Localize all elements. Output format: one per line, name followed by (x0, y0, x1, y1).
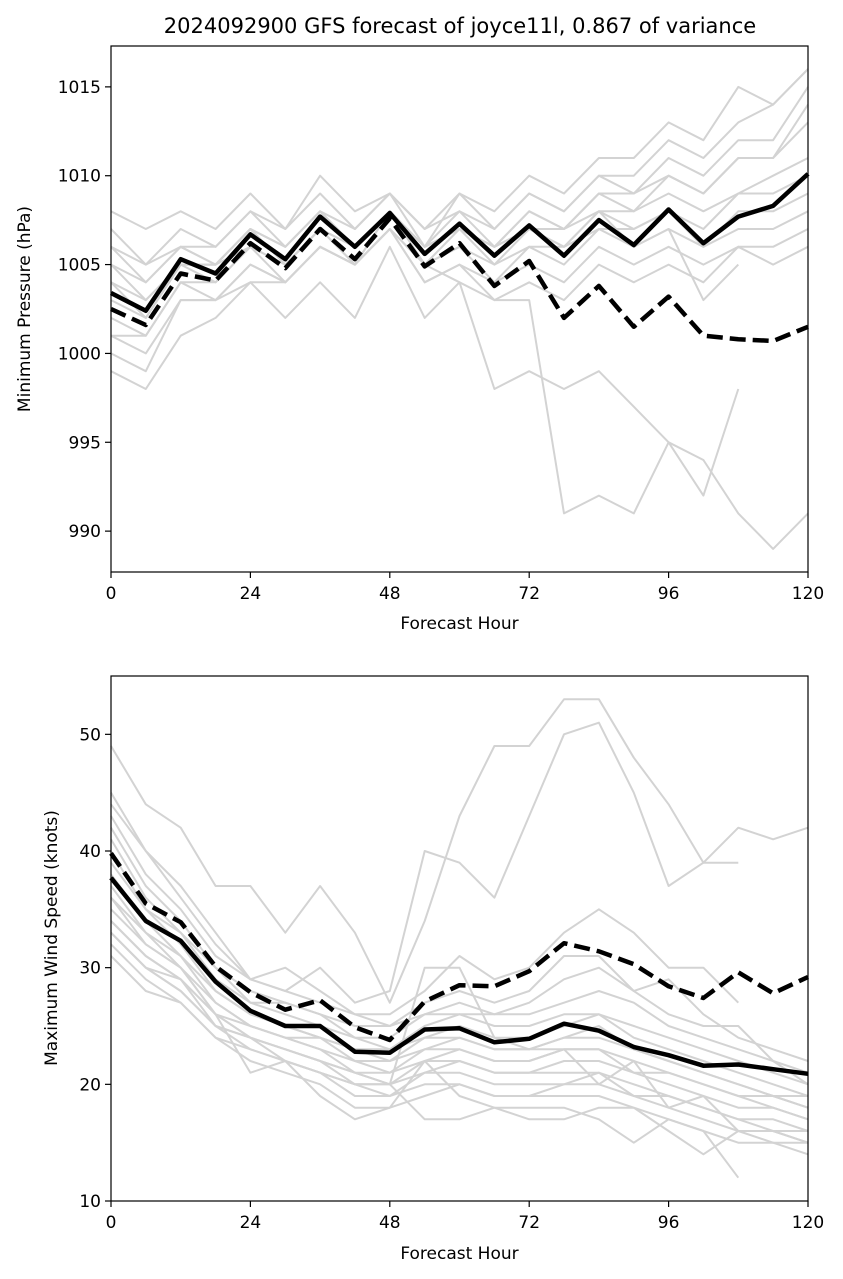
wind-ensemble-member-line (110, 931, 809, 1132)
wind-ensemble-member-line (110, 920, 808, 1156)
y-tick-label: 40 (79, 842, 101, 862)
wind-solid-mean-line (109, 876, 809, 1077)
wind-ensemble-member-line (110, 850, 809, 1086)
wind-y-ticks: 10 20 30 40 50 (79, 725, 111, 1212)
x-tick-label: 0 (106, 584, 117, 604)
wind-ensemble-member-line (110, 897, 809, 1144)
x-tick-label: 72 (518, 584, 540, 604)
pressure-ensemble-member-line (110, 68, 809, 266)
y-tick-label: 1015 (58, 78, 101, 98)
wind-ensemble-member-line (110, 908, 809, 1121)
wind-ensemble-member-line (110, 815, 809, 1062)
wind-panel: 0 24 48 72 96 120 10 20 30 40 50 Forecast Hour Ma… (42, 675, 824, 1264)
pressure-axes-frame (110, 45, 809, 573)
x-tick-label: 96 (658, 1213, 680, 1233)
wind-ensemble-member-line (110, 920, 809, 1121)
pressure-dashed-mean-line (110, 216, 809, 344)
x-tick-label: 72 (518, 1213, 540, 1233)
x-tick-label: 120 (792, 1213, 824, 1233)
pressure-y-ticks: 990 995 1000 1005 1010 1015 (58, 78, 111, 542)
pressure-members (110, 68, 809, 550)
pressure-y-axis-label: Minimum Pressure (hPa) (15, 206, 35, 412)
pressure-ensemble-member-line (110, 245, 809, 550)
y-tick-label: 990 (69, 522, 101, 542)
x-tick-label: 96 (658, 584, 680, 604)
wind-y-axis-label: Maximum Wind Speed (knots) (42, 810, 62, 1066)
wind-ensemble-member-line (110, 931, 740, 1179)
wind-x-axis-label: Forecast Hour (400, 1244, 518, 1264)
y-tick-label: 1005 (58, 256, 101, 276)
wind-dashed-mean-line (109, 852, 809, 1043)
wind-ensemble-member-line (110, 943, 809, 1144)
wind-series (109, 852, 809, 1077)
pressure-x-axis-label: Forecast Hour (400, 614, 518, 634)
wind-members (110, 698, 809, 1179)
wind-ensemble-member-line (110, 803, 740, 1016)
y-tick-label: 995 (69, 433, 101, 453)
wind-ensemble-member-line (110, 838, 809, 1086)
pressure-series (109, 172, 810, 344)
wind-ensemble-member-line (110, 698, 809, 1004)
pressure-ensemble-member-line (110, 86, 809, 266)
chart-title: 2024092900 GFS forecast of joyce11l, 0.8… (164, 14, 756, 38)
wind-ensemble-member-line (110, 931, 808, 1132)
x-tick-label: 0 (106, 1213, 117, 1233)
y-tick-label: 50 (79, 725, 101, 745)
y-tick-label: 1000 (58, 344, 101, 364)
pressure-x-ticks: 0 24 48 72 96 120 (106, 572, 824, 604)
wind-ensemble-member-line (110, 721, 739, 1004)
pressure-solid-mean-line (109, 172, 810, 314)
x-tick-label: 24 (240, 584, 262, 604)
wind-x-ticks: 0 24 48 72 96 120 (106, 1201, 824, 1233)
pressure-ensemble-member-line (110, 121, 809, 284)
x-tick-label: 120 (792, 584, 824, 604)
y-tick-label: 1010 (58, 167, 101, 187)
x-tick-label: 48 (379, 1213, 401, 1233)
x-tick-label: 48 (379, 584, 401, 604)
x-tick-label: 24 (240, 1213, 262, 1233)
y-tick-label: 20 (79, 1075, 101, 1095)
wind-axes-frame (110, 675, 809, 1202)
pressure-panel: 0 24 48 72 96 120 990 995 1000 1005 1010 1015 Fore… (15, 45, 824, 634)
y-tick-label: 10 (79, 1192, 101, 1212)
pressure-ensemble-member-line (110, 68, 809, 230)
y-tick-label: 30 (79, 959, 101, 979)
wind-ensemble-member-line (110, 827, 809, 1074)
